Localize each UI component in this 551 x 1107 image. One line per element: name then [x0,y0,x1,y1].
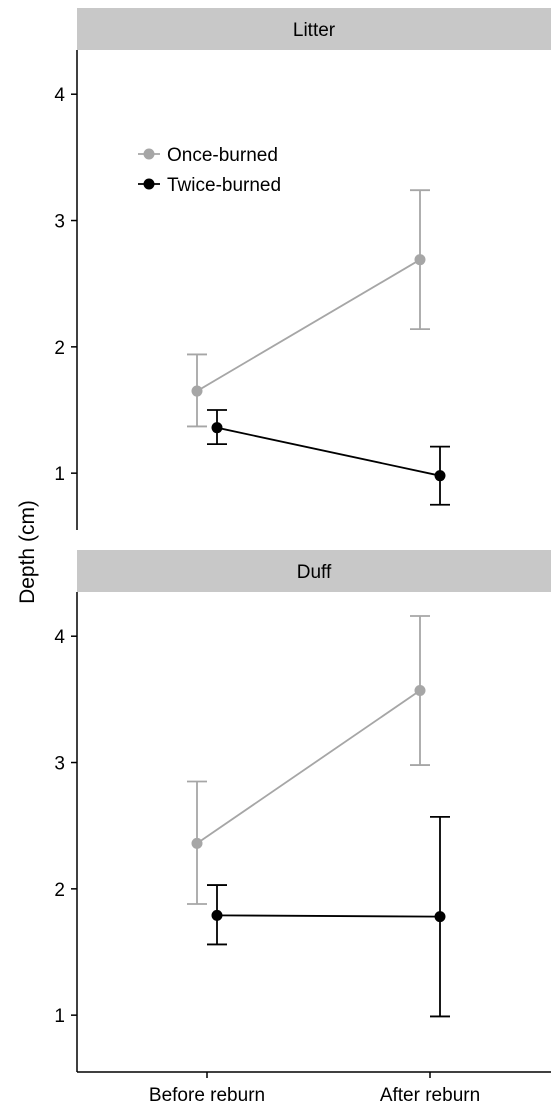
y-tick-label-duff-4: 4 [54,627,65,648]
y-tick-label-litter-4: 4 [54,85,65,106]
x-tick-label-0: Before reburn [149,1085,265,1106]
y-tick-label-duff-1: 1 [54,1006,65,1027]
panel-strip-duff [77,550,551,592]
x-tick-label-1: After reburn [380,1085,480,1106]
data-point-litter-twice-burned-0 [211,422,223,434]
data-point-duff-once-burned-1 [414,685,426,697]
data-point-litter-once-burned-1 [414,254,426,266]
legend-marker-twice-burned [143,178,155,190]
panel-strip-litter [77,8,551,50]
panel-title-duff: Duff [297,562,332,583]
series-line-duff-twice-burned [216,914,441,918]
data-point-duff-twice-burned-0 [211,909,223,921]
series-line-litter-once-burned [196,258,421,392]
data-point-litter-once-burned-0 [191,385,203,397]
y-tick-label-litter-3: 3 [54,212,65,233]
series-line-litter-twice-burned [216,426,441,477]
data-point-duff-twice-burned-1 [434,911,446,923]
data-point-litter-twice-burned-1 [434,470,446,482]
legend-label-once-burned: Once-burned [167,145,278,166]
y-tick-label-litter-1: 1 [54,464,65,485]
legend-label-twice-burned: Twice-burned [167,175,281,196]
data-point-duff-once-burned-0 [191,837,203,849]
y-tick-label-duff-2: 2 [54,880,65,901]
y-tick-label-duff-3: 3 [54,754,65,775]
y-tick-label-litter-2: 2 [54,338,65,359]
series-line-duff-once-burned [196,689,421,845]
y-axis-title: Depth (cm) [16,500,39,604]
legend-marker-once-burned [143,148,155,160]
panel-title-litter: Litter [293,20,336,41]
